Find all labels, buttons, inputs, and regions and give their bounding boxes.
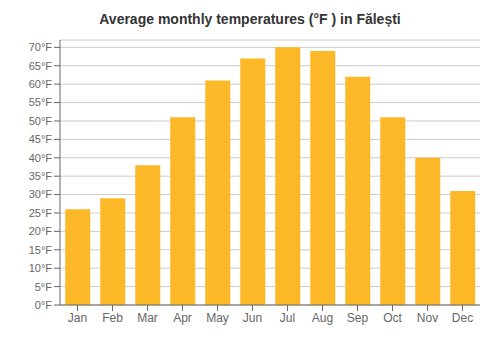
svg-text:55°F: 55°F	[29, 96, 53, 108]
svg-text:Mar: Mar	[137, 311, 158, 325]
svg-text:15°F: 15°F	[29, 244, 53, 256]
svg-text:20°F: 20°F	[29, 225, 53, 237]
svg-text:45°F: 45°F	[29, 133, 53, 145]
svg-text:10°F: 10°F	[29, 262, 53, 274]
svg-text:Apr: Apr	[173, 311, 192, 325]
svg-text:Dec: Dec	[452, 311, 473, 325]
svg-text:40°F: 40°F	[29, 152, 53, 164]
svg-text:Feb: Feb	[102, 311, 123, 325]
svg-text:Jan: Jan	[68, 311, 87, 325]
svg-text:30°F: 30°F	[29, 188, 53, 200]
svg-text:0°F: 0°F	[35, 299, 53, 311]
svg-text:25°F: 25°F	[29, 207, 53, 219]
svg-text:Jul: Jul	[280, 311, 295, 325]
svg-text:60°F: 60°F	[29, 78, 53, 90]
svg-text:35°F: 35°F	[29, 170, 53, 182]
html-text:Average monthly temperatures (: Average monthly temperatures (°F ) in Fă…	[99, 11, 401, 27]
svg-text:65°F: 65°F	[29, 60, 53, 72]
svg-text:5°F: 5°F	[35, 281, 53, 293]
svg-text:Nov: Nov	[417, 311, 438, 325]
svg-text:Jun: Jun	[243, 311, 262, 325]
svg-text:50°F: 50°F	[29, 115, 53, 127]
svg-text:Oct: Oct	[383, 311, 402, 325]
svg-text:May: May	[206, 311, 229, 325]
svg-text:Sep: Sep	[347, 311, 369, 325]
svg-text:Aug: Aug	[312, 311, 333, 325]
svg-text:70°F: 70°F	[29, 41, 53, 53]
